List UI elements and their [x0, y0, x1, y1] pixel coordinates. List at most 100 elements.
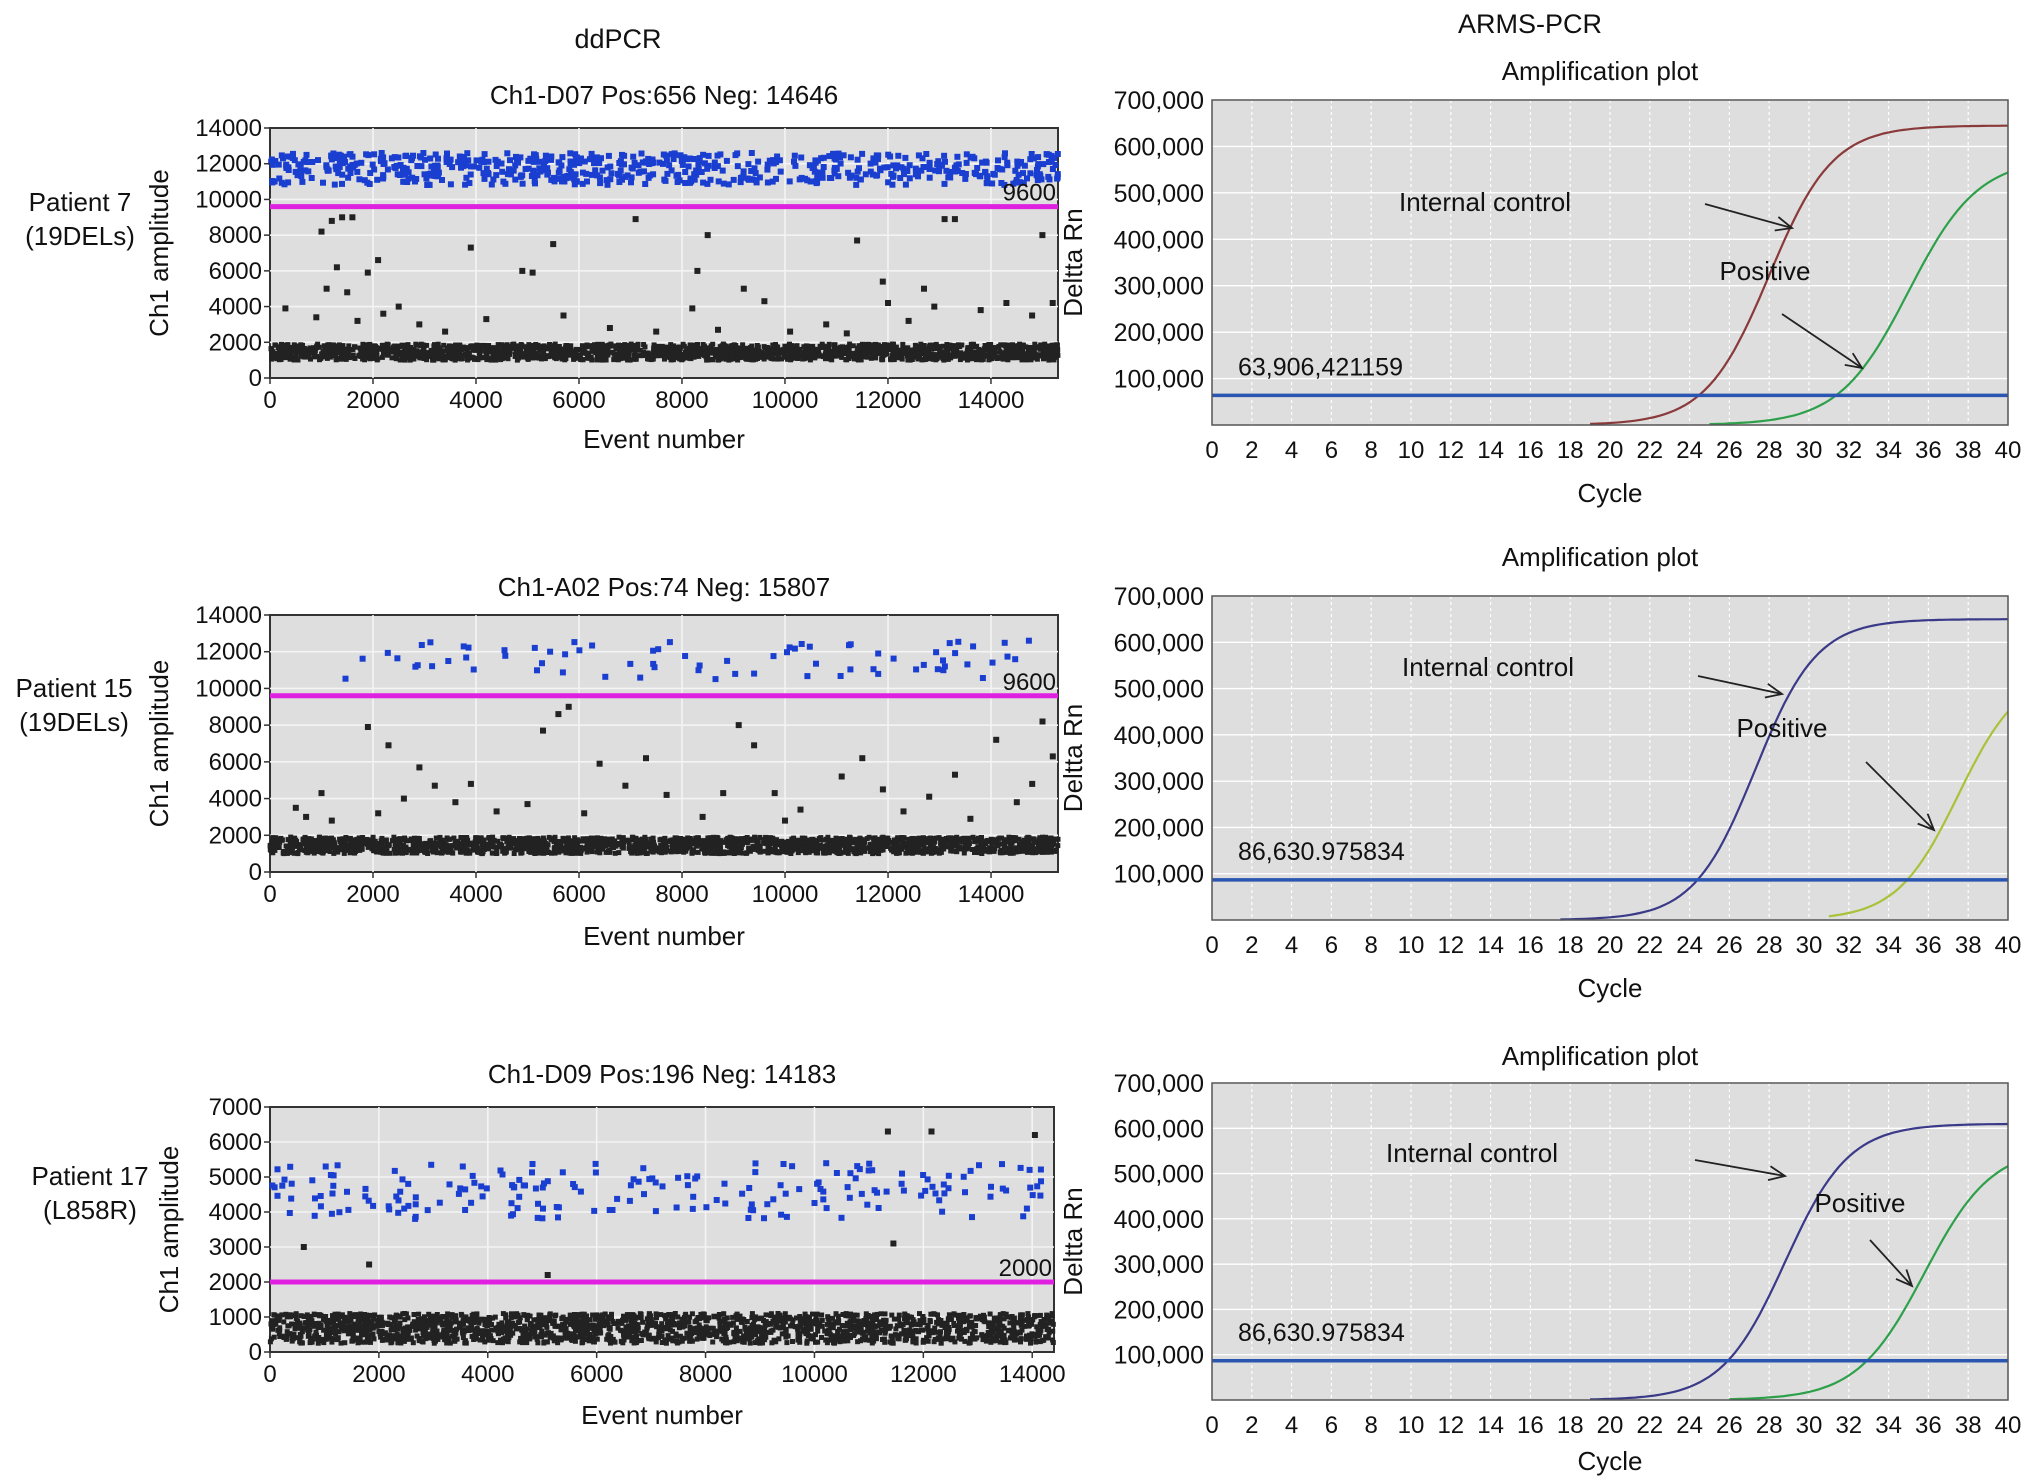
- negative-droplet: [876, 846, 881, 852]
- negative-droplet: [656, 343, 662, 349]
- negative-droplet: [573, 347, 579, 352]
- negative-droplet: [541, 355, 546, 361]
- positive-droplet: [444, 150, 450, 157]
- negative-droplet: [794, 844, 800, 850]
- positive-droplet: [534, 172, 541, 179]
- positive-droplet: [730, 176, 737, 183]
- positive-droplet: [604, 164, 611, 171]
- negative-droplet: [299, 347, 305, 353]
- negative-droplet: [592, 844, 598, 849]
- negative-droplet: [864, 836, 870, 842]
- negative-droplet: [413, 840, 419, 846]
- negative-droplet: [961, 850, 967, 856]
- negative-droplet: [598, 357, 604, 363]
- negative-droplet: [770, 837, 776, 843]
- negative-droplet: [856, 357, 861, 363]
- negative-droplet: [824, 353, 830, 359]
- positive-droplet: [786, 178, 793, 185]
- positive-droplet: [622, 173, 629, 180]
- x-tick-label: 4000: [449, 881, 502, 908]
- positive-droplet: [939, 161, 945, 168]
- negative-droplet: [520, 843, 526, 849]
- negative-droplet: [919, 357, 925, 363]
- negative-droplet: [489, 850, 495, 856]
- positive-droplet: [473, 157, 480, 164]
- positive-droplet: [506, 166, 512, 173]
- negative-droplet: [555, 344, 561, 350]
- negative-droplet: [1023, 344, 1029, 350]
- negative-droplet: [303, 840, 309, 846]
- negative-droplet: [326, 344, 332, 350]
- negative-droplet: [888, 356, 893, 362]
- negative-droplet: [529, 349, 535, 355]
- positive-droplet: [963, 151, 970, 158]
- rain-droplet: [977, 307, 984, 314]
- positive-droplet: [847, 154, 854, 161]
- negative-droplet: [578, 347, 583, 353]
- positive-droplet: [700, 151, 707, 158]
- negative-droplet: [556, 849, 562, 855]
- negative-droplet: [918, 842, 924, 848]
- negative-droplet: [475, 345, 481, 351]
- negative-droplet: [320, 849, 326, 855]
- positive-droplet: [290, 150, 296, 157]
- ddpcr-threshold-label: 9600: [1003, 669, 1056, 696]
- negative-droplet: [515, 355, 521, 360]
- positive-droplet: [323, 162, 330, 169]
- negative-droplet: [821, 847, 827, 853]
- y-tick-label: 14000: [195, 602, 262, 629]
- rain-droplet: [529, 269, 536, 276]
- negative-droplet: [974, 846, 979, 852]
- positive-droplet: [572, 171, 579, 178]
- negative-droplet: [279, 837, 285, 843]
- negative-droplet: [541, 353, 547, 358]
- negative-droplet: [421, 352, 427, 358]
- positive-droplet: [525, 157, 532, 164]
- positive-droplet: [421, 171, 428, 178]
- negative-droplet: [407, 351, 413, 357]
- negative-droplet: [1033, 839, 1039, 845]
- rain-droplet: [560, 312, 567, 319]
- negative-droplet: [683, 838, 689, 844]
- positive-droplet: [1054, 174, 1061, 181]
- positive-droplet: [668, 167, 675, 174]
- negative-droplet: [524, 344, 530, 350]
- positive-droplet: [358, 159, 365, 166]
- positive-droplet: [449, 164, 456, 171]
- negative-droplet: [367, 350, 373, 356]
- positive-droplet: [544, 165, 551, 172]
- negative-droplet: [1034, 344, 1040, 350]
- negative-droplet: [447, 836, 453, 842]
- negative-droplet: [681, 849, 687, 855]
- positive-droplet: [499, 168, 506, 175]
- negative-droplet: [938, 843, 944, 849]
- negative-droplet: [630, 342, 636, 348]
- positive-droplet: [485, 158, 492, 165]
- positive-droplet: [463, 654, 470, 661]
- positive-droplet: [617, 158, 624, 165]
- rain-droplet: [395, 303, 402, 310]
- rain-droplet: [416, 764, 423, 771]
- negative-droplet: [434, 840, 440, 846]
- negative-droplet: [1055, 843, 1061, 849]
- y-tick-label: 10000: [195, 675, 262, 702]
- negative-droplet: [562, 357, 568, 363]
- negative-droplet: [358, 349, 364, 355]
- positive-droplet: [617, 167, 624, 174]
- rain-droplet: [689, 305, 696, 312]
- positive-droplet: [485, 170, 491, 176]
- negative-droplet: [873, 840, 879, 846]
- positive-droplet: [898, 164, 905, 171]
- positive-droplet: [875, 152, 882, 159]
- positive-droplet: [895, 152, 902, 159]
- positive-droplet: [462, 162, 469, 169]
- negative-droplet: [559, 351, 565, 357]
- negative-droplet: [904, 353, 910, 359]
- rain-droplet: [694, 267, 701, 274]
- negative-droplet: [677, 848, 683, 854]
- negative-droplet: [900, 341, 906, 347]
- positive-droplet: [602, 673, 609, 680]
- ddpcr-x-axis-label: Event number: [583, 921, 745, 951]
- negative-droplet: [738, 349, 744, 355]
